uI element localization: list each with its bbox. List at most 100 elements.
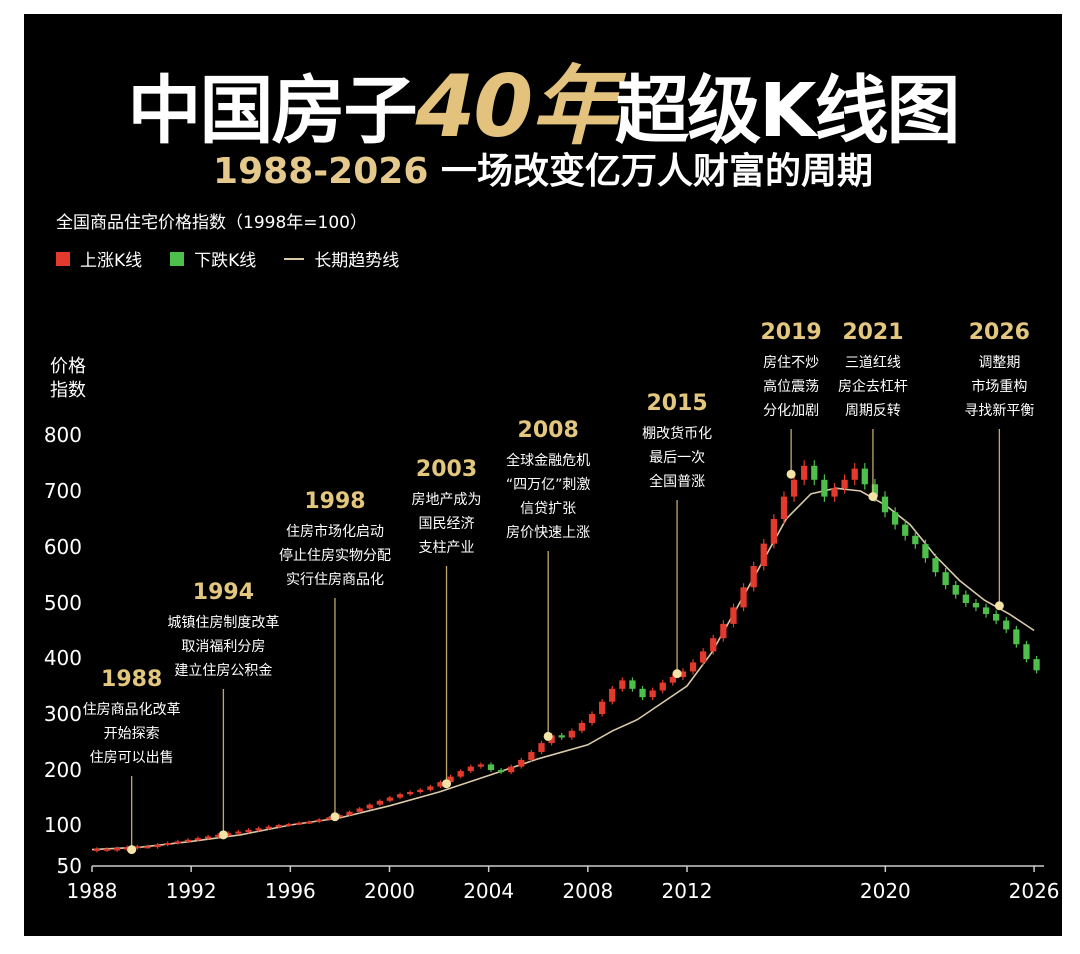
candle-body [649,690,656,698]
candle-body [790,479,798,497]
candle-body [861,468,868,485]
candle-body [710,638,717,652]
milestone-dot [994,601,1004,611]
y-tick-label: 100 [44,813,82,837]
milestone-note: 国民经济 [419,516,475,532]
milestone-year: 2008 [518,418,579,443]
y-tick-label: 700 [44,479,82,503]
candle-body [245,829,252,832]
candle-body [851,468,858,480]
down-swatch-icon [170,251,185,266]
candle-body [841,479,848,489]
candle-body [518,759,525,767]
candle-body [1003,620,1010,630]
milestone-note: 住房市场化启动 [286,523,384,540]
y-axis-title-line1: 价格 [50,356,86,377]
candle-body [508,766,515,773]
milestone-note: 高位震荡 [763,378,819,395]
milestone-note: 建立住房公积金 [174,663,272,679]
subtitle-years: 1988-2026 [213,151,429,192]
candle-body [295,822,303,825]
candle-body [891,512,899,525]
milestone-year: 2026 [969,320,1030,345]
candle-body [760,543,767,567]
milestone-note: 房地产成为 [412,492,482,508]
candle-body [972,603,980,608]
y-tick-label: 800 [44,423,82,447]
legend-trend: 长期趋势线 [284,246,399,271]
infographic-panel: 中国房子40年超级K线图 1988-2026 一场改变亿万人财富的周期 全国商品… [24,14,1062,936]
candle-body [487,764,495,770]
candle-body [336,815,343,818]
candle-body [528,752,535,760]
main-title: 中国房子40年超级K线图 [24,36,1062,161]
candle-body [366,804,373,809]
candle-body [881,496,889,513]
x-tick-label: 2026 [1009,879,1060,903]
milestone-dot [868,492,878,502]
milestone-dot [330,812,340,822]
candle-body [952,585,959,595]
milestone-year: 1988 [101,667,162,692]
candle-body [1013,629,1020,645]
milestone-note: 信贷扩张 [520,501,576,517]
milestone-dot [543,731,553,741]
candle-body [356,808,363,812]
candle-body [912,535,919,545]
candle-body [184,839,192,842]
candle-body [376,800,383,805]
candle-body [447,776,454,783]
candle-body [700,651,707,663]
candle-body [265,826,272,829]
candle-body [235,831,242,834]
candle-body [215,834,222,837]
legend-down-label: 下跌K线 [194,251,257,271]
candle-body [194,838,202,841]
candle-body [740,587,747,608]
milestone-dot [442,779,452,789]
candle-body [275,825,282,827]
candle-body [467,766,474,772]
legend: 上涨K线 下跌K线 长期趋势线 [56,246,427,271]
y-tick-label: 400 [44,646,82,670]
candle-body [639,688,646,698]
x-tick-label: 2004 [463,879,514,903]
title-part2: 40年 [415,57,617,157]
candle-body [922,544,929,559]
candle-body [780,496,788,519]
candle-body [659,682,666,691]
candle-body [669,677,676,683]
candle-body [578,722,586,731]
candle-body [497,770,505,773]
trend-line [91,487,1035,851]
milestone-note: 住房商品化改革 [83,702,181,718]
x-tick-label: 2020 [860,879,911,903]
candle-body [942,572,949,586]
milestone-note: 调整期 [978,355,1020,371]
milestone-note: “四万亿”刺激 [506,476,591,493]
candle-body [417,789,424,792]
candle-body [538,743,545,753]
milestone-year: 1994 [193,580,254,605]
milestone-note: 市场重构 [971,378,1027,395]
x-tick-label: 1992 [166,879,217,903]
candle-body [174,841,181,844]
y-tick-label: 300 [44,702,82,726]
milestone-note: 取消福利分房 [181,639,265,655]
title-part1: 中国房子 [127,68,417,154]
milestone-note: 全国普涨 [649,473,705,490]
candle-body [134,846,141,849]
milestone-dot [218,830,228,840]
trend-line-icon [284,257,305,260]
candle-body [457,771,464,777]
candle-body [427,786,434,790]
milestone-year: 2003 [416,457,477,482]
milestone-note: 支柱产业 [419,540,475,556]
y-tick-label: 200 [44,758,82,782]
candle-body [902,524,909,536]
milestone-dot [786,469,796,479]
candle-body [386,797,394,801]
candle-body [720,623,727,639]
candle-body [770,519,778,544]
milestone-note: 分化加剧 [763,403,819,419]
